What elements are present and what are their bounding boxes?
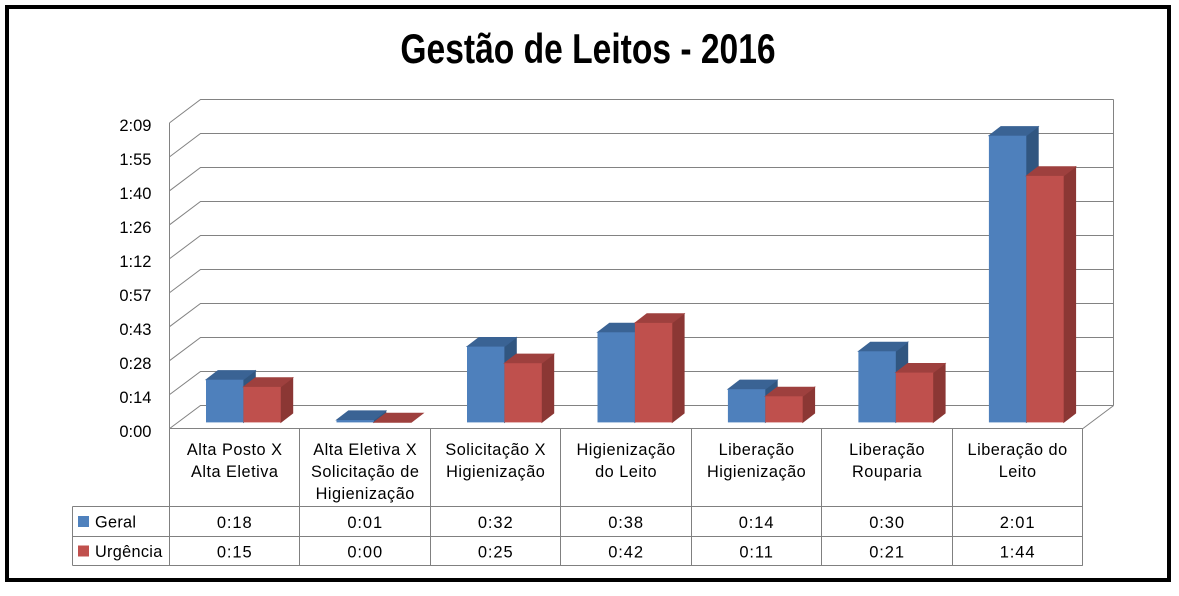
svg-text:Higienização: Higienização [446,463,545,481]
svg-text:Liberação: Liberação [849,441,925,459]
svg-text:Alta Eletiva: Alta Eletiva [191,463,279,481]
svg-text:Higienização: Higienização [707,463,806,481]
svg-text:1:26: 1:26 [119,219,151,237]
svg-text:0:14: 0:14 [119,389,151,407]
svg-text:0:43: 0:43 [119,321,151,339]
svg-text:0:14: 0:14 [739,514,775,532]
svg-text:0:32: 0:32 [478,514,514,532]
svg-text:Higienização: Higienização [576,441,675,459]
svg-text:0:30: 0:30 [869,514,905,532]
svg-text:0:28: 0:28 [119,355,151,373]
svg-text:0:18: 0:18 [217,514,253,532]
svg-text:0:21: 0:21 [869,544,905,562]
svg-text:1:12: 1:12 [119,253,151,271]
svg-text:Alta Eletiva X: Alta Eletiva X [313,441,417,459]
svg-text:2:09: 2:09 [119,117,151,135]
svg-text:Urgência: Urgência [95,543,163,561]
svg-text:0:57: 0:57 [119,287,151,305]
svg-text:1:44: 1:44 [1000,544,1036,562]
svg-text:Leito: Leito [999,463,1037,481]
svg-text:1:40: 1:40 [119,185,151,203]
svg-text:Rouparia: Rouparia [852,463,923,481]
svg-text:Liberação: Liberação [719,441,795,459]
svg-text:0:38: 0:38 [608,514,644,532]
svg-text:0:00: 0:00 [119,423,151,441]
svg-text:Alta Posto X: Alta Posto X [187,441,283,459]
svg-text:0:25: 0:25 [478,544,514,562]
svg-text:1:55: 1:55 [119,151,151,169]
svg-text:Solicitação X: Solicitação X [445,441,546,459]
svg-text:Solicitação de: Solicitação de [311,463,419,481]
svg-text:Liberação do: Liberação do [968,441,1068,459]
svg-text:0:01: 0:01 [347,514,383,532]
svg-text:Geral: Geral [95,514,136,532]
svg-text:do Leito: do Leito [595,463,657,481]
svg-text:0:00: 0:00 [347,544,383,562]
svg-text:2:01: 2:01 [1000,514,1036,532]
svg-text:0:42: 0:42 [608,544,644,562]
svg-text:Higienização: Higienização [316,485,415,503]
svg-text:0:11: 0:11 [739,544,774,562]
svg-text:0:15: 0:15 [217,544,253,562]
svg-text:Gestão de Leitos - 2016: Gestão de Leitos - 2016 [400,27,775,73]
